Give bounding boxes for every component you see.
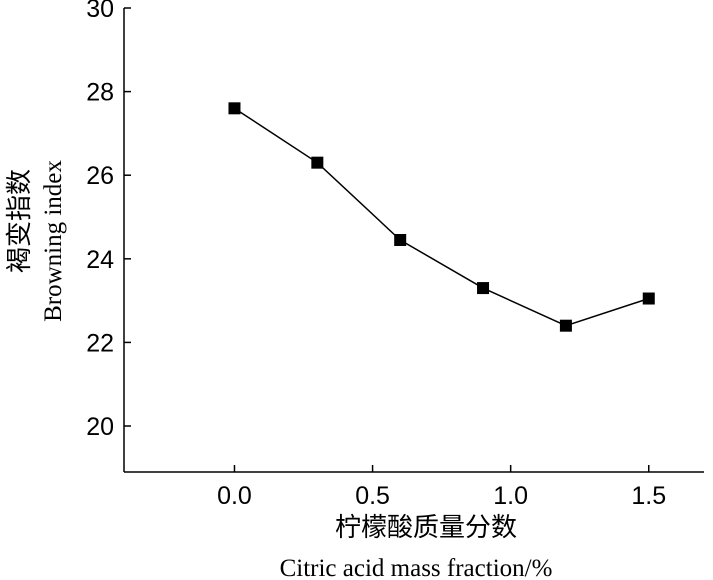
x-tick-label: 0.5 (355, 482, 390, 510)
data-point-marker (559, 319, 572, 332)
y-tick-label: 26 (86, 162, 114, 190)
data-point-marker (228, 102, 241, 115)
x-ticks: 0.0 0.5 1.0 1.5 (217, 465, 666, 510)
y-ticks: 20 22 24 26 28 30 (86, 0, 131, 441)
series-group (228, 102, 655, 332)
data-point-marker (311, 156, 324, 169)
y-tick-label: 24 (86, 246, 114, 274)
x-axis-title-en: Citric acid mass fraction/% (280, 555, 553, 580)
x-tick-label: 0.0 (217, 482, 252, 510)
data-point-marker (394, 234, 407, 246)
series-line (234, 107, 649, 327)
y-tick-label: 22 (86, 329, 114, 357)
y-axis-title-en: Browning index (40, 160, 67, 322)
data-point-marker (477, 282, 490, 295)
y-tick-label: 20 (86, 413, 114, 441)
axes (123, 8, 704, 473)
data-point-marker (642, 292, 655, 305)
y-tick-label: 30 (86, 0, 114, 23)
x-axis-title-cn: 柠檬酸质量分数 (335, 513, 517, 543)
x-tick-label: 1.0 (493, 482, 528, 510)
x-tick-label: 1.5 (631, 482, 666, 510)
y-axis-title-cn: 褐变指数 (5, 169, 35, 273)
y-tick-label: 28 (86, 79, 114, 107)
